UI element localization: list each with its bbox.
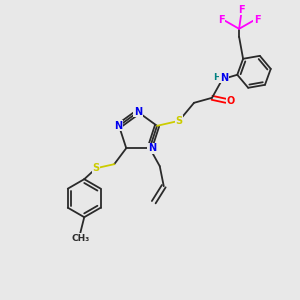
- Text: S: S: [93, 163, 100, 173]
- Text: O: O: [227, 96, 235, 106]
- Text: F: F: [238, 5, 244, 15]
- Text: S: S: [176, 116, 183, 126]
- Text: N: N: [114, 121, 122, 131]
- Text: CH₃: CH₃: [71, 234, 89, 243]
- Text: F: F: [218, 15, 224, 25]
- Text: N: N: [220, 73, 228, 83]
- Text: F: F: [254, 15, 260, 25]
- Text: N: N: [134, 107, 142, 117]
- Text: N: N: [148, 143, 156, 153]
- Text: H: H: [213, 73, 221, 82]
